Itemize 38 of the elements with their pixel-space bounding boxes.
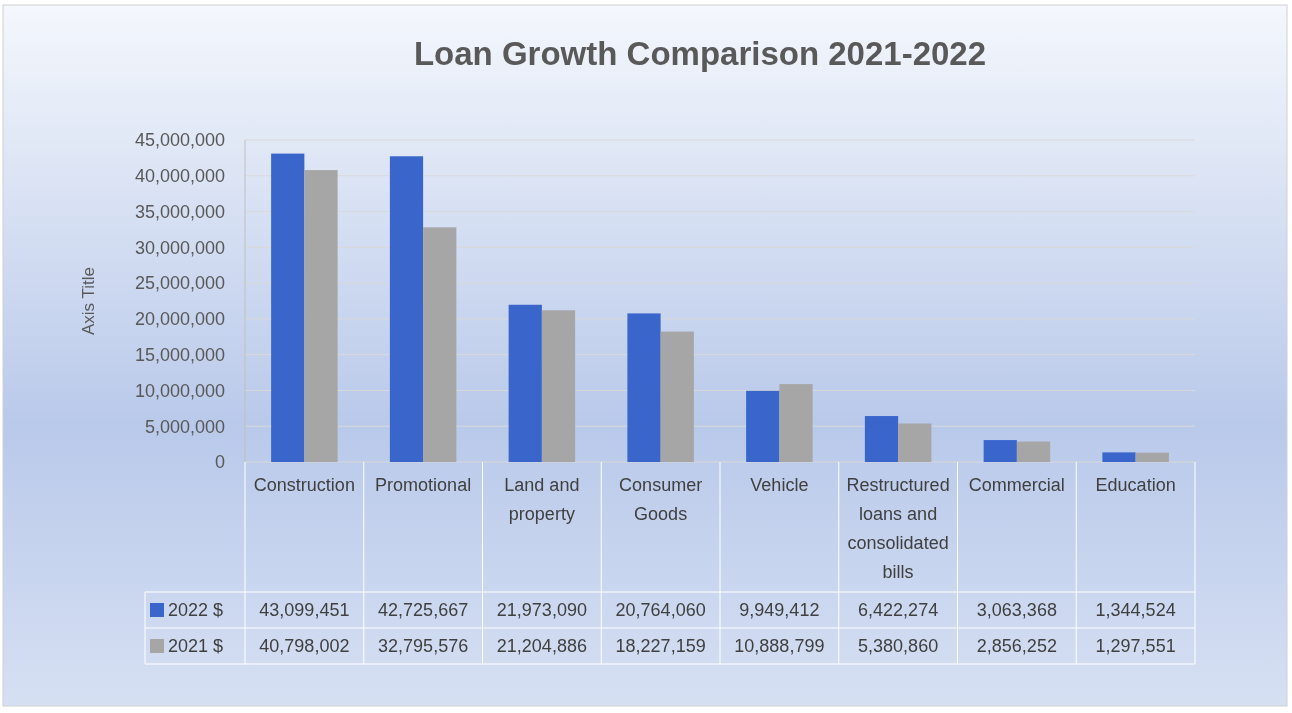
data-label: 18,227,159 <box>615 636 706 657</box>
y-tick-label: 15,000,000 <box>134 344 225 365</box>
y-tick-label: 0 <box>214 452 225 473</box>
data-label: 1,297,551 <box>1095 636 1176 657</box>
x-tick-label: Promotional <box>375 475 472 495</box>
x-tick-label: Restructured loans and consolidated bills <box>846 475 950 582</box>
x-tick-label: Vehicle <box>750 475 809 495</box>
y-tick-label: 20,000,000 <box>134 309 225 330</box>
y-tick-label: 30,000,000 <box>134 237 225 258</box>
data-label: 42,725,667 <box>378 600 469 621</box>
data-label: 21,973,090 <box>496 600 587 621</box>
x-tick-label: Land and property <box>504 475 580 524</box>
y-tick-label: 35,000,000 <box>134 201 225 222</box>
data-label: 32,795,576 <box>378 636 469 657</box>
data-label: 6,422,274 <box>858 600 939 621</box>
y-tick-label: 40,000,000 <box>134 166 225 187</box>
x-tick-label: Construction <box>253 475 355 495</box>
x-tick-label: Consumer Goods <box>619 475 703 524</box>
x-tick-label: Education <box>1095 475 1176 495</box>
y-axis-title: Axis Title <box>79 266 98 336</box>
y-tick-label: 45,000,000 <box>134 130 225 151</box>
y-tick-label: 10,000,000 <box>134 380 225 401</box>
data-label: 1,344,524 <box>1095 600 1176 621</box>
chart-title: Loan Growth Comparison 2021-2022 <box>413 35 987 72</box>
legend-label: 2022 $ <box>168 600 224 621</box>
data-label: 5,380,860 <box>858 636 939 657</box>
data-label: 20,764,060 <box>615 600 706 621</box>
data-label: 10,888,799 <box>734 636 825 657</box>
y-tick-label: 5,000,000 <box>144 416 225 437</box>
data-label: 21,204,886 <box>496 636 587 657</box>
data-label: 40,798,002 <box>259 636 350 657</box>
data-label: 9,949,412 <box>739 600 820 621</box>
y-tick-label: 25,000,000 <box>134 273 225 294</box>
data-label: 3,063,368 <box>976 600 1057 621</box>
data-label: 43,099,451 <box>259 600 350 621</box>
data-label: 2,856,252 <box>976 636 1057 657</box>
x-tick-label: Commercial <box>968 475 1065 495</box>
legend-label: 2021 $ <box>168 636 224 657</box>
